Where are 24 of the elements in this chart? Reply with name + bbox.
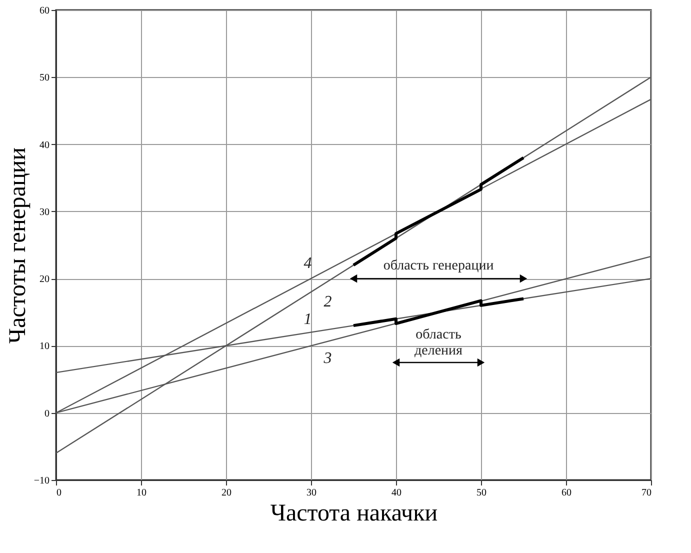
x-tick-label: 10 — [136, 488, 146, 498]
y-tick-label: 10 — [40, 341, 50, 352]
x-tick-label: 60 — [562, 488, 572, 498]
x-tick-label: 0 — [56, 488, 62, 498]
x-tick-label: 70 — [642, 488, 652, 498]
series-label: 4 — [304, 254, 312, 272]
series-label: область генерации — [383, 258, 494, 274]
x-tick-label: 40 — [392, 488, 402, 498]
y-tick-label: 50 — [40, 72, 50, 84]
x-axis-title: Частота накачки — [270, 500, 438, 526]
y-tick-label: 60 — [40, 6, 50, 16]
y-axis-title: Частоты генерации — [4, 147, 31, 344]
y-tick-label: 20 — [40, 274, 50, 286]
x-tick-label: 50 — [476, 488, 486, 498]
y-tick-label: 40 — [40, 140, 50, 151]
y-tick-label: 30 — [40, 206, 50, 218]
y-tick-label: −10 — [34, 476, 50, 486]
series-label: 3 — [322, 350, 332, 368]
series-label: 1 — [304, 311, 312, 328]
series-label: область деления — [414, 328, 464, 358]
series-label: 2 — [324, 294, 332, 311]
x-tick-label: 30 — [306, 488, 316, 498]
y-tick-label: 0 — [44, 408, 50, 420]
x-tick-label: 20 — [222, 488, 232, 498]
